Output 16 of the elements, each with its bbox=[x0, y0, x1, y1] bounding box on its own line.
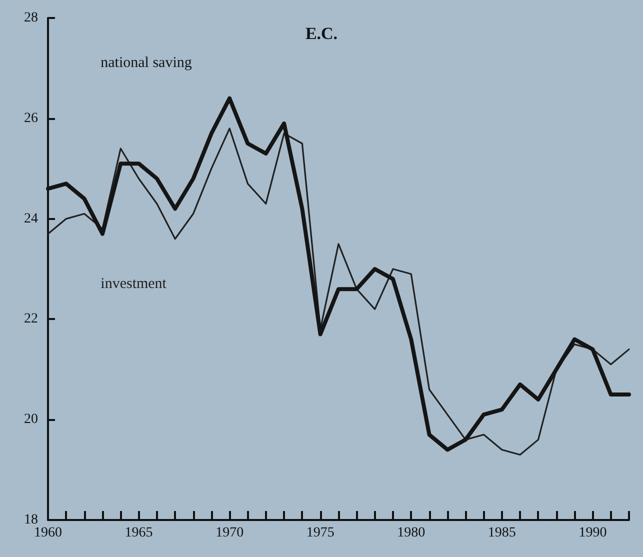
y-tick-label: 28 bbox=[24, 10, 38, 26]
y-tick-label: 26 bbox=[24, 110, 38, 126]
y-tick-label: 22 bbox=[24, 312, 38, 327]
x-tick-label: 1980 bbox=[397, 526, 426, 540]
x-tick-label: 1965 bbox=[124, 526, 153, 540]
y-tick-label: 18 bbox=[24, 512, 38, 528]
x-tick-label: 1970 bbox=[216, 526, 244, 540]
x-tick-label: 1990 bbox=[578, 526, 607, 540]
y-tick-label: 24 bbox=[24, 211, 38, 226]
chart-title: E.C. bbox=[305, 24, 338, 43]
y-tick-label: 20 bbox=[24, 412, 38, 428]
x-tick-label: 1975 bbox=[306, 526, 334, 540]
x-tick-label: 1960 bbox=[34, 526, 62, 540]
text: national saving bbox=[100, 55, 192, 72]
x-tick-label: 1985 bbox=[488, 526, 516, 540]
text: investment bbox=[100, 276, 168, 292]
